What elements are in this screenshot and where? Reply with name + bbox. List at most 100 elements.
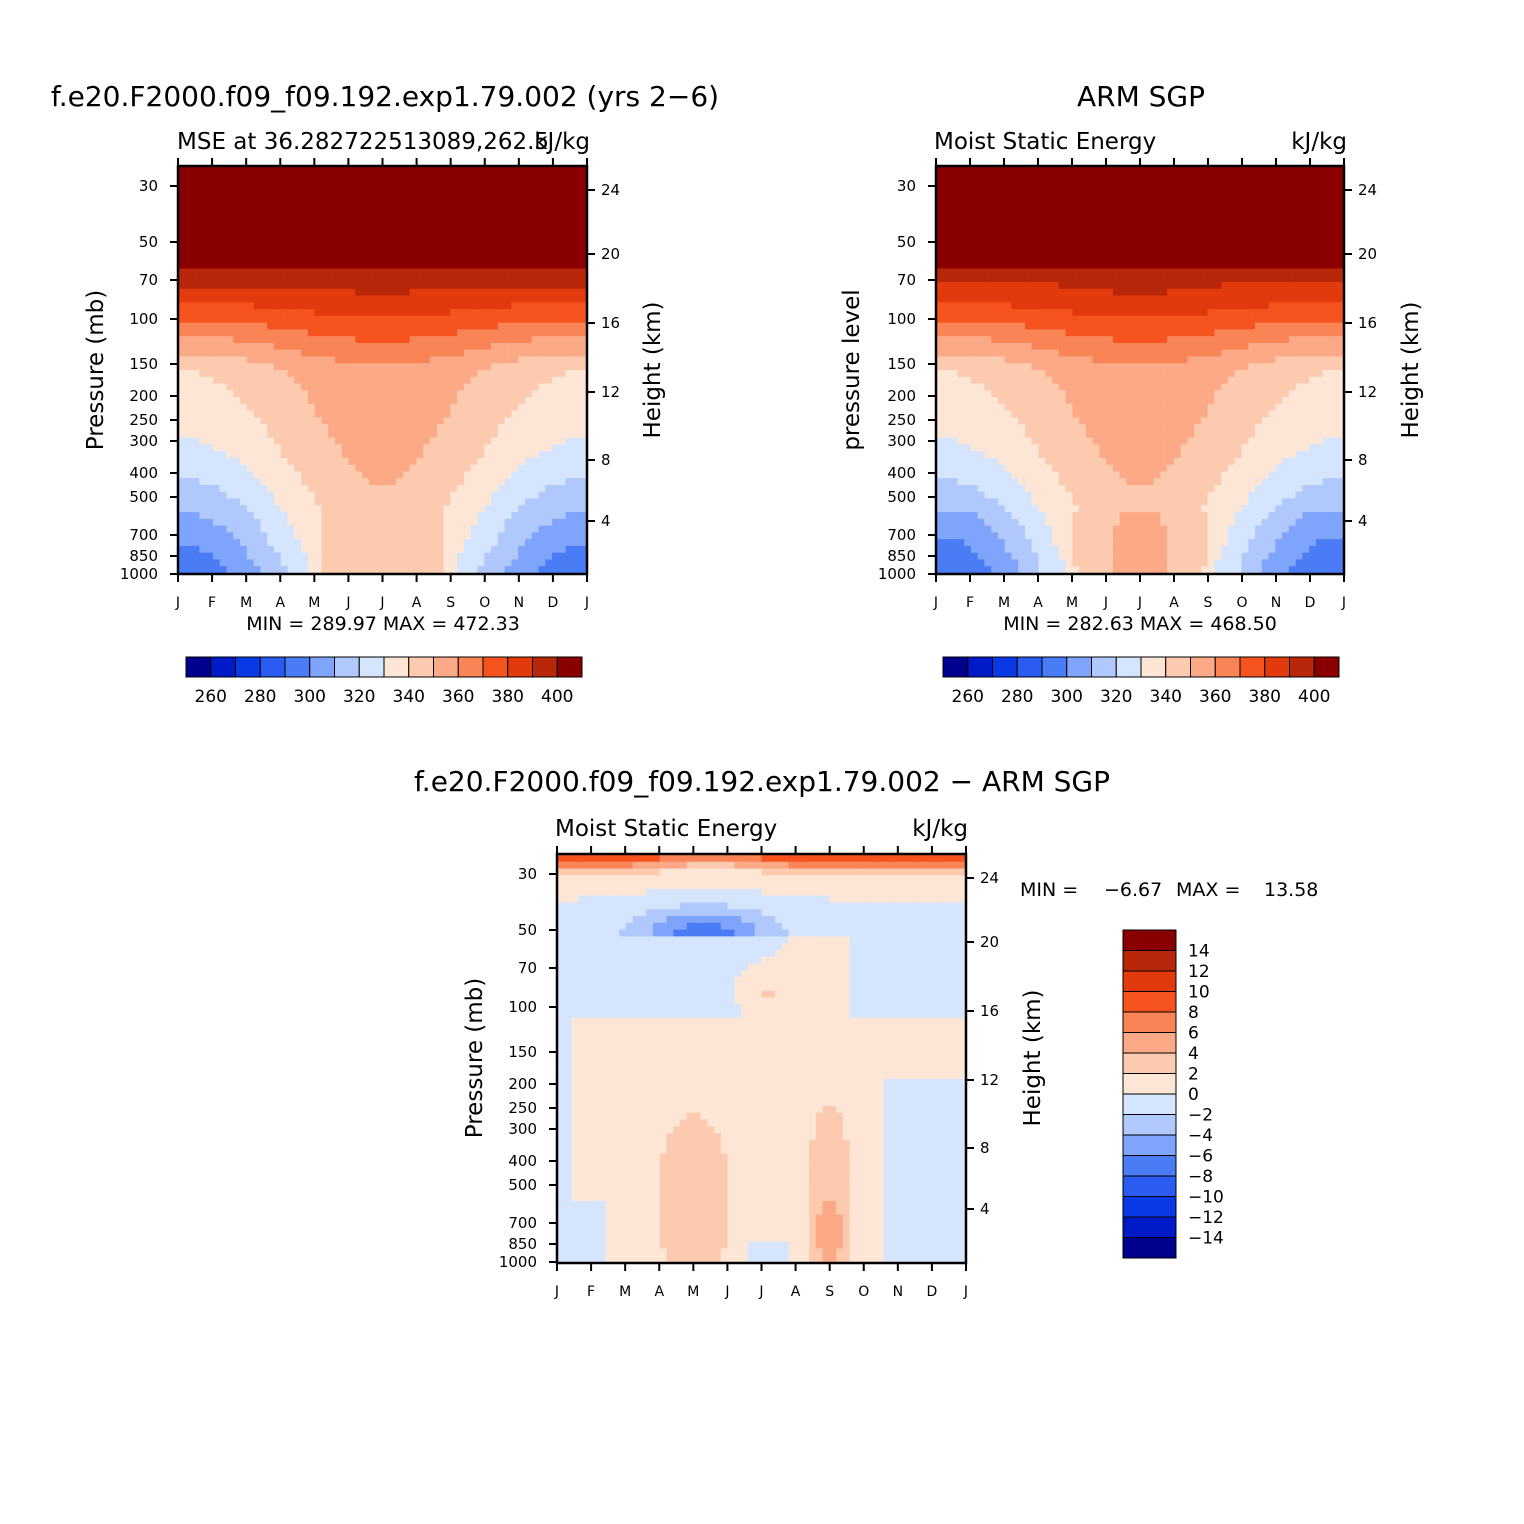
contour-cell [1038, 167, 1046, 175]
y-tick-label: 700 [129, 526, 158, 544]
contour-cell [219, 376, 228, 385]
contour-cell [179, 322, 187, 330]
contour-cell [301, 471, 309, 479]
contour-cell [545, 410, 553, 418]
contour-cell [246, 491, 255, 500]
contour-cell [552, 498, 560, 506]
contour-cell [375, 227, 384, 236]
contour-cell [423, 282, 431, 290]
contour-cell [443, 383, 451, 391]
contour-cell [558, 356, 567, 364]
contour-cell [368, 342, 377, 351]
contour-cell [199, 167, 207, 175]
contour-cell [341, 207, 350, 215]
contour-cell [287, 518, 295, 527]
contour-cell [375, 295, 384, 303]
contour-cell [1309, 268, 1317, 276]
contour-cell [497, 383, 506, 391]
contour-cell [179, 383, 187, 391]
contour-cell [280, 309, 289, 317]
contour-cell [423, 275, 431, 283]
contour-cell [497, 194, 506, 202]
contour-cell [477, 173, 485, 182]
contour-cell [219, 525, 228, 533]
contour-cell [368, 234, 377, 243]
contour-cell [1275, 268, 1283, 276]
contour-cell [1133, 207, 1141, 215]
contour-cell [287, 234, 295, 243]
contour-cell [538, 485, 546, 493]
contour-cell [185, 424, 194, 432]
contour-cell [1329, 180, 1337, 188]
contour-cell [348, 329, 356, 337]
contour-cell [497, 187, 506, 195]
contour-cell [504, 566, 512, 574]
contour-cell [443, 424, 451, 432]
contour-cell [355, 214, 363, 222]
contour-cell [491, 464, 499, 473]
contour-cell [937, 227, 945, 236]
contour-cell [416, 268, 424, 276]
contour-cell [1167, 214, 1175, 222]
contour-cell [470, 234, 479, 243]
contour-cell [348, 214, 356, 222]
contour-cell [273, 322, 282, 330]
contour-cell [1275, 261, 1283, 270]
contour-cell [538, 498, 546, 506]
contour-cell [341, 437, 350, 446]
contour-cell [1085, 207, 1094, 215]
contour-cell [368, 261, 377, 270]
contour-cell [565, 444, 574, 452]
contour-cell [416, 505, 424, 513]
contour-cell [1248, 261, 1256, 270]
contour-cell [423, 539, 431, 547]
contour-cell [450, 187, 458, 195]
contour-cell [1126, 288, 1134, 297]
contour-cell [1085, 282, 1094, 290]
contour-cell [572, 282, 580, 290]
contour-cell [396, 187, 404, 195]
contour-cell [396, 302, 404, 310]
contour-cell [443, 214, 451, 222]
contour-cell [1241, 302, 1249, 310]
contour-cell [226, 194, 234, 202]
contour-cell [1167, 282, 1175, 290]
contour-cell [314, 403, 323, 412]
contour-cell [470, 180, 479, 188]
contour-cell [192, 464, 200, 473]
contour-cell [565, 430, 574, 439]
contour-cell [1058, 221, 1067, 229]
contour-cell [429, 173, 438, 182]
contour-cell [240, 173, 248, 182]
contour-cell [565, 505, 574, 513]
contour-cell [1255, 234, 1263, 243]
contour-cell [524, 559, 533, 567]
contour-cell [579, 221, 587, 229]
contour-cell [1187, 187, 1195, 195]
contour-cell [328, 356, 336, 364]
contour-cell [301, 282, 309, 290]
contour-cell [524, 288, 533, 297]
contour-cell [294, 336, 302, 344]
contour-cell [443, 478, 451, 486]
contour-cell [1072, 288, 1080, 297]
contour-cell [307, 410, 316, 418]
contour-cell [991, 254, 999, 263]
contour-cell [1065, 295, 1073, 303]
contour-cell [409, 451, 418, 459]
contour-cell [1106, 167, 1114, 175]
contour-cell [199, 227, 207, 236]
contour-cell [450, 221, 458, 229]
contour-cell [1058, 180, 1067, 188]
contour-cell [518, 268, 526, 276]
colorbar-label: 340 [393, 687, 425, 707]
contour-cell [212, 471, 221, 479]
contour-cell [355, 491, 363, 500]
contour-cell [518, 525, 526, 533]
contour-cell [1133, 200, 1141, 209]
contour-cell [497, 295, 506, 303]
contour-cell [443, 194, 451, 202]
contour-cell [545, 471, 553, 479]
contour-cell [579, 457, 587, 466]
contour-cell [301, 559, 309, 567]
